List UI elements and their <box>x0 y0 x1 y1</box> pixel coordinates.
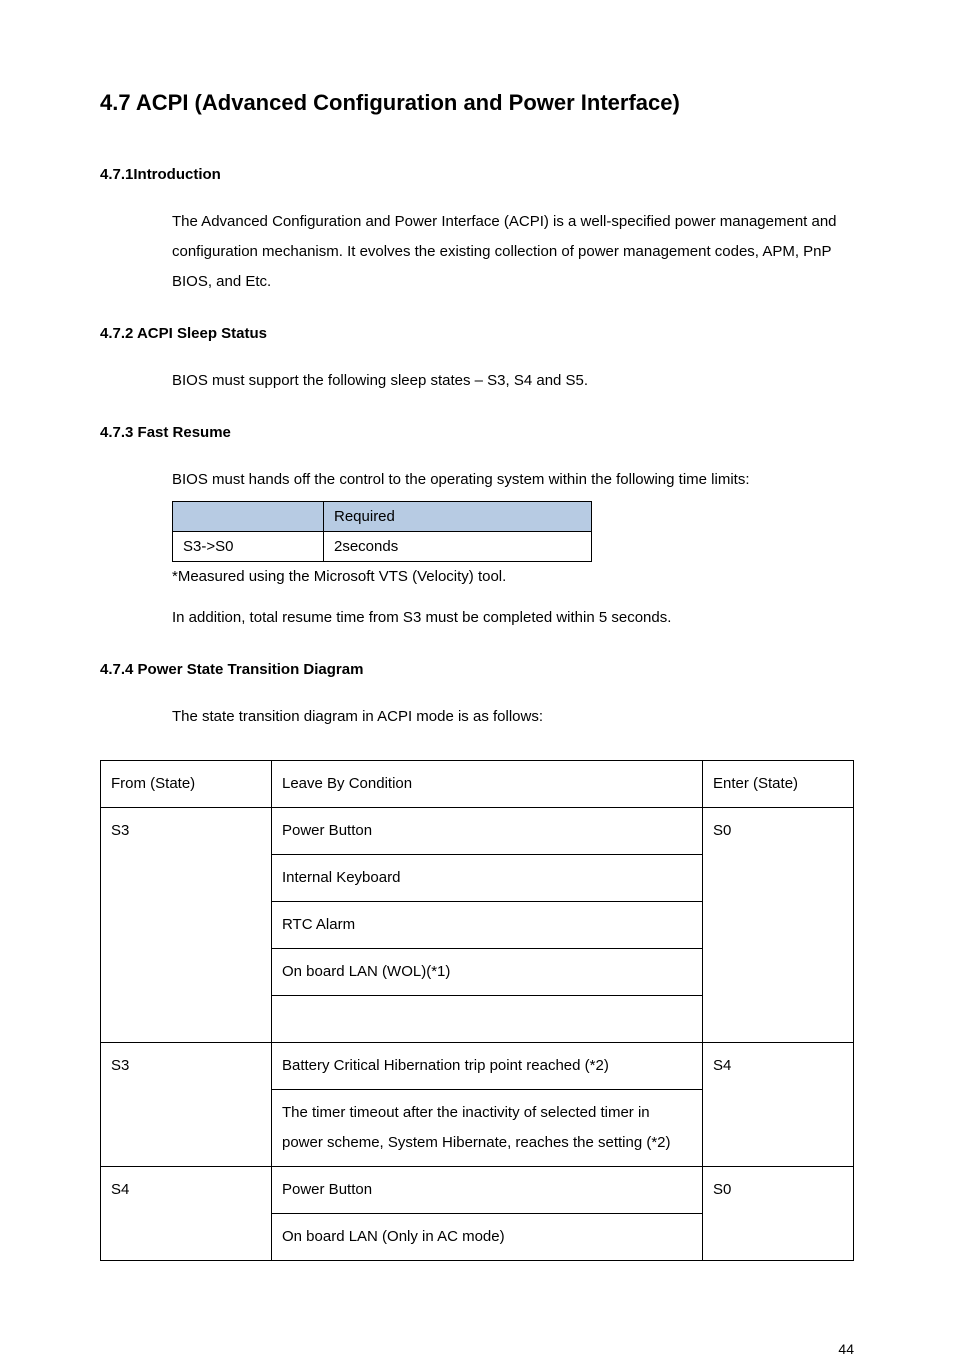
fast-addition: In addition, total resume time from S3 m… <box>172 603 854 633</box>
th-enter: Enter (State) <box>703 761 854 808</box>
page-container: 4.7 ACPI (Advanced Configuration and Pow… <box>0 0 954 1301</box>
fast-resume-table: Required S3->S0 2seconds <box>172 501 592 562</box>
transition-table: From (State) Leave By Condition Enter (S… <box>100 760 854 1261</box>
table-row: S3 Power Button S0 <box>101 808 854 855</box>
section-sleep-body: BIOS must support the following sleep st… <box>172 366 854 396</box>
fast-table-header-required: Required <box>324 502 592 532</box>
cell-leave-lan-ac: On board LAN (Only in AC mode) <box>272 1214 703 1261</box>
section-sleep-title: 4.7.2 ACPI Sleep Status <box>100 325 854 342</box>
section-fast-body: BIOS must hands off the control to the o… <box>172 465 854 495</box>
fast-footnote: *Measured using the Microsoft VTS (Veloc… <box>172 568 854 585</box>
section-intro-body-block: The Advanced Configuration and Power Int… <box>172 207 854 297</box>
cell-leave-powerbutton2: Power Button <box>272 1167 703 1214</box>
cell-leave-timer: The timer timeout after the inactivity o… <box>272 1090 703 1167</box>
cell-leave-keyboard: Internal Keyboard <box>272 855 703 902</box>
section-fast-body-block: BIOS must hands off the control to the o… <box>172 465 854 633</box>
cell-enter-s0a: S0 <box>703 808 854 1043</box>
cell-leave-wol: On board LAN (WOL)(*1) <box>272 949 703 996</box>
fast-table-row-label: S3->S0 <box>173 532 324 562</box>
cell-from-s3a: S3 <box>101 808 272 1043</box>
th-leave: Leave By Condition <box>272 761 703 808</box>
section-sleep-body-block: BIOS must support the following sleep st… <box>172 366 854 396</box>
cell-leave-powerbutton: Power Button <box>272 808 703 855</box>
table-row: S4 Power Button S0 <box>101 1167 854 1214</box>
fast-table-header-blank <box>173 502 324 532</box>
cell-enter-s0b: S0 <box>703 1167 854 1261</box>
section-diagram-title: 4.7.4 Power State Transition Diagram <box>100 661 854 678</box>
th-from: From (State) <box>101 761 272 808</box>
section-diagram-intro-block: The state transition diagram in ACPI mod… <box>172 702 854 732</box>
table-row: From (State) Leave By Condition Enter (S… <box>101 761 854 808</box>
cell-from-s4: S4 <box>101 1167 272 1261</box>
cell-leave-empty <box>272 996 703 1043</box>
cell-leave-rtc: RTC Alarm <box>272 902 703 949</box>
section-intro-title: 4.7.1Introduction <box>100 166 854 183</box>
section-diagram-intro: The state transition diagram in ACPI mod… <box>172 702 854 732</box>
cell-from-s3b: S3 <box>101 1043 272 1167</box>
table-row: Required <box>173 502 592 532</box>
page-number: 44 <box>0 1341 954 1357</box>
cell-leave-battery: Battery Critical Hibernation trip point … <box>272 1043 703 1090</box>
table-row: S3 Battery Critical Hibernation trip poi… <box>101 1043 854 1090</box>
cell-enter-s4: S4 <box>703 1043 854 1167</box>
table-row: S3->S0 2seconds <box>173 532 592 562</box>
section-fast-title: 4.7.3 Fast Resume <box>100 424 854 441</box>
section-intro-body: The Advanced Configuration and Power Int… <box>172 207 854 297</box>
main-heading: 4.7 ACPI (Advanced Configuration and Pow… <box>100 90 854 116</box>
fast-table-row-value: 2seconds <box>324 532 592 562</box>
